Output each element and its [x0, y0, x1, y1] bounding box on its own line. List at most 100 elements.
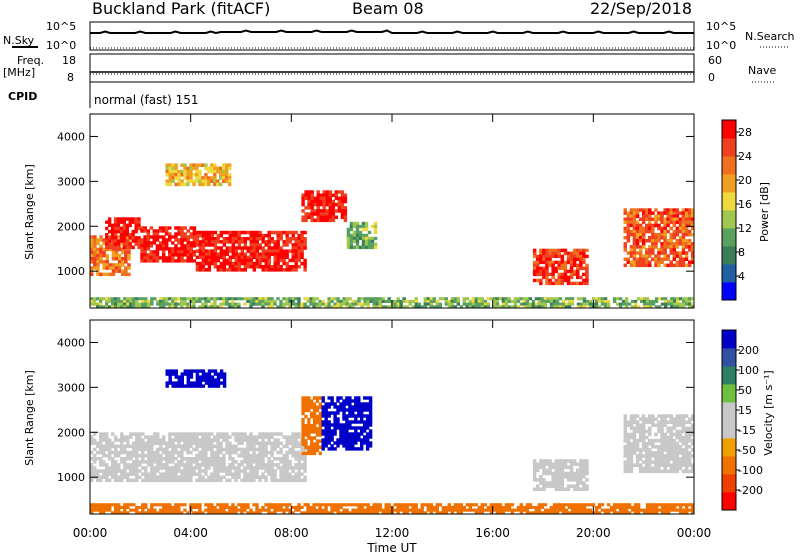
cell-region-0: [537, 302, 542, 306]
cell-region-6: [666, 426, 670, 431]
cell-region-0: [585, 299, 590, 303]
cell-region-0: [558, 302, 563, 306]
cell-region-0: [135, 505, 139, 509]
cell-region-0: [273, 503, 277, 507]
cell-region-3: [318, 405, 322, 410]
cell-region-3: [307, 433, 311, 437]
cell-region-9: [675, 254, 680, 258]
cell-region-9: [666, 220, 670, 225]
cell-region-1: [216, 469, 220, 473]
cell-region-1: [171, 472, 175, 476]
cell-region-4: [324, 426, 328, 430]
cell-region-1: [141, 444, 145, 449]
cell-region-0: [402, 505, 406, 509]
cell-region-1: [105, 272, 109, 277]
cell-region-0: [111, 299, 115, 303]
cell-region-4: [282, 261, 286, 266]
cell-region-4: [345, 438, 349, 442]
cell-region-1: [114, 472, 118, 476]
cell-region-5: [551, 478, 555, 482]
cell-region-0: [688, 503, 692, 507]
cell-region-8: [554, 266, 558, 271]
cell-region-5: [545, 481, 549, 485]
cell-region-0: [477, 297, 481, 301]
cell-region-0: [552, 508, 557, 512]
cell-region-1: [90, 260, 94, 264]
cell-region-0: [670, 297, 674, 301]
cell-region-9: [632, 239, 637, 243]
cell-region-8: [572, 254, 577, 259]
cell-region-7: [373, 224, 378, 229]
cell-region-4: [297, 252, 301, 256]
cell-region-0: [336, 508, 340, 512]
cell-region-3: [146, 247, 150, 251]
cell-region-0: [474, 305, 478, 309]
cell-region-6: [629, 420, 634, 424]
cell-region-1: [124, 253, 128, 258]
cell-region-7: [370, 236, 375, 241]
cell-region-0: [570, 503, 575, 507]
cell-region-0: [624, 511, 629, 515]
cell-region-6: [672, 420, 677, 424]
cell-region-1: [288, 466, 292, 470]
cell-region-1: [222, 453, 226, 458]
cell-region-6: [663, 454, 667, 458]
cell-region-4: [294, 237, 298, 241]
cell-region-0: [636, 508, 641, 512]
cell-region-1: [243, 450, 247, 455]
cell-region-1: [159, 447, 163, 452]
cell-region-0: [621, 503, 626, 507]
cell-region-0: [540, 302, 545, 306]
cell-region-1: [127, 250, 131, 255]
cell-region-5: [569, 462, 574, 466]
cell-region-9: [672, 214, 677, 218]
cell-region-1: [159, 472, 163, 476]
cell-region-1: [294, 466, 298, 470]
cell-region-4: [365, 447, 370, 451]
cell-region-5: [554, 484, 558, 488]
freq-panel: Freq. [MHz] 18 8 60 0 Nave CPID normal (…: [3, 53, 776, 108]
cell-region-1: [276, 438, 280, 442]
cell-region-9: [660, 226, 664, 231]
cell-region-0: [114, 505, 118, 509]
cell-region-5: [186, 173, 190, 177]
cell-region-6: [641, 426, 646, 431]
cell-region-0: [453, 505, 457, 509]
colorbar-tick-label: 28: [738, 126, 752, 139]
cell-region-6: [660, 469, 664, 474]
cell-region-0: [516, 505, 521, 509]
cell-region-1: [222, 463, 226, 467]
cell-region-1: [210, 472, 214, 476]
cell-region-5: [204, 182, 208, 187]
cell-region-9: [654, 263, 658, 268]
cell-region-4: [282, 240, 286, 244]
cell-region-0: [570, 297, 575, 301]
cell-region-0: [117, 505, 121, 509]
cell-region-1: [297, 435, 301, 439]
cell-region-2: [222, 372, 227, 376]
cell-region-3: [301, 420, 305, 425]
cell-region-1: [246, 450, 250, 455]
cell-region-3: [146, 229, 150, 233]
cell-region-1: [174, 463, 178, 467]
cell-region-4: [228, 261, 232, 266]
cell-region-6: [322, 218, 326, 223]
cell-region-0: [522, 505, 527, 509]
cell-region-9: [632, 236, 637, 240]
cell-region-0: [513, 297, 518, 301]
cell-region-4: [297, 255, 301, 260]
cell-region-4: [357, 432, 361, 436]
cell-region-2: [137, 239, 141, 243]
cell-region-0: [627, 302, 632, 306]
cell-region-1: [108, 478, 112, 483]
cell-region-0: [645, 299, 650, 303]
cell-region-0: [126, 302, 130, 306]
cell-region-0: [450, 511, 454, 515]
cell-region-3: [318, 402, 322, 406]
cell-region-9: [672, 263, 677, 268]
cell-region-1: [153, 469, 157, 473]
cell-region-4: [357, 396, 361, 400]
cell-region-0: [597, 511, 602, 515]
cell-region-0: [162, 299, 166, 303]
cell-region-1: [222, 432, 226, 436]
